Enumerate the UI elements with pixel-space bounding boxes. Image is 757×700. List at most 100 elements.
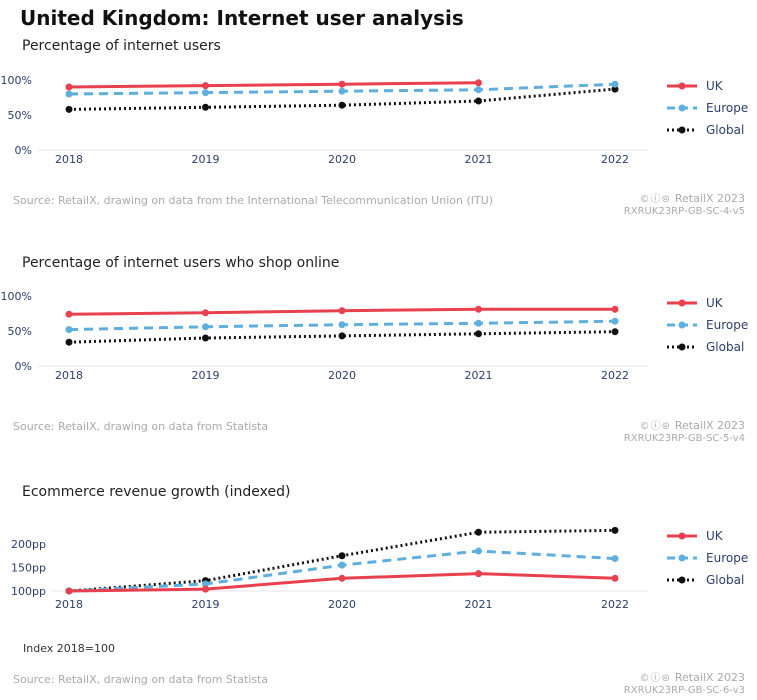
x-tick-label: 2021 — [465, 153, 493, 166]
data-point-uk — [475, 305, 482, 313]
legend-label-global: Global — [706, 340, 744, 354]
cc-license-icon: ©ⓘ⊜ — [639, 421, 671, 432]
y-tick-label: 50% — [8, 109, 32, 122]
data-point-uk — [475, 570, 482, 578]
chart-2-plot: 0% 50% 100% 2018 2019 2020 2021 2022 UK Europe Glo… — [1, 290, 749, 382]
legend-marker-global — [678, 126, 686, 134]
data-point-global — [65, 338, 73, 346]
data-point-uk — [338, 574, 346, 582]
legend-label-uk: UK — [706, 529, 724, 543]
data-point-uk — [611, 574, 619, 582]
chart-2-brand: ©ⓘ⊜ RetailX 2023 RXRUK23RP-GB-SC-5-v4 — [624, 420, 745, 445]
brand-label: RetailX 2023 — [674, 192, 745, 205]
series-line-global — [68, 528, 616, 593]
legend-marker-uk — [678, 82, 686, 90]
legend-label-uk: UK — [706, 79, 724, 93]
legend-label-uk: UK — [706, 296, 724, 310]
data-point-europe — [475, 319, 482, 327]
data-point-global — [475, 330, 482, 338]
data-point-europe — [65, 326, 73, 334]
chart-1-source: Source: RetailX, drawing on data from th… — [13, 194, 494, 207]
data-point-europe — [611, 80, 619, 88]
legend-marker-global — [678, 576, 686, 584]
data-point-uk — [202, 585, 209, 593]
data-point-global — [611, 328, 619, 336]
chart-3-title: Ecommerce revenue growth (indexed) — [22, 484, 291, 500]
legend-marker-europe — [678, 321, 686, 329]
data-point-uk — [65, 587, 73, 595]
cc-license-icon: ©ⓘ⊜ — [639, 673, 671, 684]
chart-code: RXRUK23RP-GB-SC-6-v3 — [623, 685, 745, 696]
data-point-uk — [611, 305, 619, 313]
data-point-global — [202, 334, 209, 342]
series-line-global — [68, 330, 616, 344]
x-tick-label: 2019 — [192, 153, 220, 166]
data-point-europe — [338, 321, 346, 329]
data-point-europe — [202, 89, 209, 97]
x-tick-label: 2018 — [55, 153, 83, 166]
y-tick-label: 50% — [8, 325, 32, 338]
legend-label-europe: Europe — [706, 101, 748, 115]
data-point-europe — [65, 90, 73, 98]
main-title: United Kingdom: Internet user analysis — [20, 6, 464, 30]
y-tick-label: 0% — [15, 360, 32, 373]
x-tick-label: 2022 — [601, 598, 629, 611]
x-tick-label: 2020 — [328, 153, 356, 166]
legend-marker-uk — [678, 532, 686, 540]
chart-3-note: Index 2018=100 — [23, 642, 115, 655]
y-tick-label: 150pp — [11, 562, 46, 575]
legend-marker-europe — [678, 554, 686, 562]
data-point-global — [202, 103, 209, 111]
x-tick-label: 2020 — [328, 369, 356, 382]
brand-label: RetailX 2023 — [674, 419, 745, 432]
legend-marker-global — [678, 343, 686, 351]
data-point-global — [611, 85, 619, 93]
y-tick-label: 200pp — [11, 538, 46, 551]
data-point-europe — [202, 580, 209, 588]
brand-label: RetailX 2023 — [674, 671, 745, 684]
data-point-uk — [338, 307, 346, 315]
chart-2-title: Percentage of internet users who shop on… — [22, 255, 340, 271]
y-tick-label: 100pp — [11, 585, 46, 598]
legend-marker-europe — [678, 104, 686, 112]
data-point-uk — [338, 80, 346, 88]
cc-license-icon: ©ⓘ⊜ — [639, 194, 671, 205]
data-point-uk — [202, 82, 209, 90]
data-point-uk — [65, 310, 73, 318]
x-tick-label: 2021 — [465, 598, 493, 611]
x-tick-label: 2020 — [328, 598, 356, 611]
data-point-uk — [202, 309, 209, 317]
legend-label-global: Global — [706, 573, 744, 587]
data-point-europe — [475, 547, 482, 555]
y-tick-label: 100% — [1, 290, 32, 303]
x-tick-label: 2019 — [192, 369, 220, 382]
x-tick-label: 2018 — [55, 369, 83, 382]
data-point-global — [611, 526, 619, 534]
data-point-global — [475, 97, 482, 105]
chart-1-brand: ©ⓘ⊜ RetailX 2023 RXRUK23RP-GB-SC-4-v5 — [624, 193, 745, 218]
series-line-uk — [68, 81, 479, 89]
chart-2-source: Source: RetailX, drawing on data from St… — [13, 420, 269, 433]
y-tick-label: 100% — [1, 74, 32, 87]
data-point-europe — [611, 317, 619, 325]
chart-1-plot: 0% 50% 100% 2018 2019 2020 2021 2022 UK Europe Glo… — [1, 74, 749, 166]
legend-label-global: Global — [706, 123, 744, 137]
data-point-global — [338, 101, 346, 109]
x-tick-label: 2022 — [601, 369, 629, 382]
data-point-uk — [475, 79, 482, 87]
chart-3-source: Source: RetailX, drawing on data from St… — [13, 673, 269, 686]
data-point-europe — [475, 86, 482, 94]
data-point-uk — [65, 83, 73, 91]
x-tick-label: 2019 — [192, 598, 220, 611]
data-point-europe — [338, 87, 346, 95]
legend-label-europe: Europe — [706, 551, 748, 565]
legend-marker-uk — [678, 299, 686, 307]
data-point-global — [338, 332, 346, 340]
x-tick-label: 2018 — [55, 598, 83, 611]
data-point-europe — [611, 555, 619, 563]
chart-3-brand: ©ⓘ⊜ RetailX 2023 RXRUK23RP-GB-SC-6-v3 — [624, 672, 745, 697]
chart-code: RXRUK23RP-GB-SC-5-v4 — [623, 433, 745, 444]
data-point-europe — [338, 561, 346, 569]
series-line-global — [68, 87, 616, 111]
chart-1-title: Percentage of internet users — [22, 38, 221, 54]
